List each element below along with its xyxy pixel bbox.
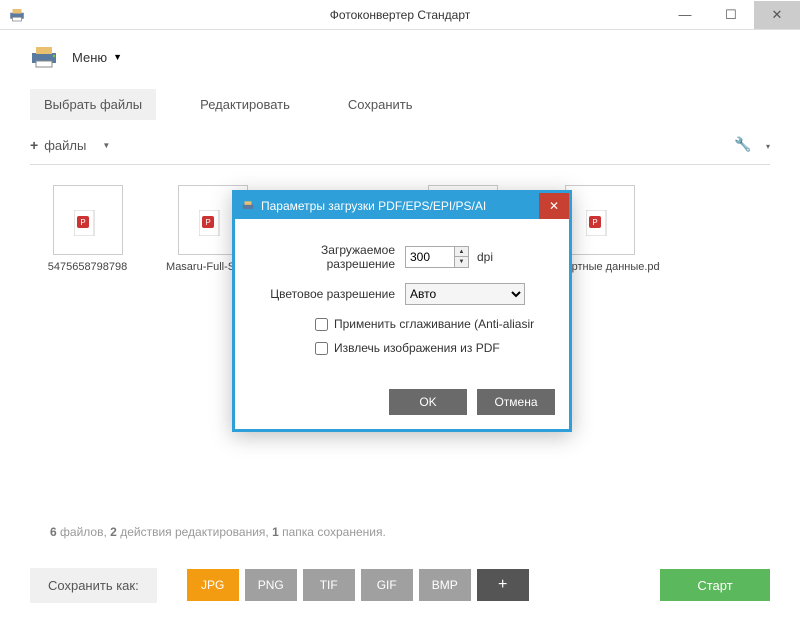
antialias-row: Применить сглаживание (Anti-aliasir (315, 317, 549, 331)
add-files-label: файлы (44, 138, 86, 153)
app-logo-icon (30, 45, 62, 69)
resolution-label: Загружаемое разрешение (255, 243, 405, 271)
color-label: Цветовое разрешение (255, 287, 405, 301)
window-title: Фотоконвертер Стандарт (330, 8, 471, 22)
resolution-row: Загружаемое разрешение ▲▼ dpi (255, 243, 549, 271)
pdf-icon: P (74, 210, 98, 236)
spinner-down-icon[interactable]: ▼ (455, 257, 468, 267)
antialias-checkbox[interactable] (315, 318, 328, 331)
format-tif[interactable]: TIF (303, 569, 355, 601)
save-as-label: Сохранить как: (30, 568, 157, 603)
svg-text:P: P (205, 218, 210, 227)
caret-down-icon: ▼ (102, 141, 110, 150)
tab-select-files[interactable]: Выбрать файлы (30, 89, 156, 120)
ok-button[interactable]: OK (389, 389, 467, 415)
tab-save[interactable]: Сохранить (334, 89, 427, 120)
close-button[interactable]: ✕ (754, 1, 800, 29)
app-icon (8, 6, 26, 24)
format-bmp[interactable]: BMP (419, 569, 471, 601)
file-thumbnail: P (53, 185, 123, 255)
dialog-footer: OK Отмена (235, 379, 569, 429)
resolution-input[interactable] (405, 246, 455, 268)
wrench-icon: 🔧 (734, 136, 751, 152)
cancel-button[interactable]: Отмена (477, 389, 555, 415)
format-add-button[interactable]: + (477, 569, 529, 601)
resolution-spinner[interactable]: ▲▼ (455, 246, 469, 268)
extract-label: Извлечь изображения из PDF (334, 341, 500, 355)
file-item[interactable]: P 5475658798798 (40, 185, 135, 273)
dialog-body: Загружаемое разрешение ▲▼ dpi Цветовое р… (235, 219, 569, 379)
bottom-bar: Сохранить как: JPG PNG TIF GIF BMP + Ста… (0, 563, 800, 607)
svg-text:P: P (80, 218, 85, 227)
resolution-unit: dpi (477, 250, 493, 264)
tabs: Выбрать файлы Редактировать Сохранить (30, 89, 770, 120)
add-files-button[interactable]: + файлы ▼ (30, 137, 110, 153)
color-row: Цветовое разрешение Авто (255, 283, 549, 305)
format-gif[interactable]: GIF (361, 569, 413, 601)
dialog-title: Параметры загрузки PDF/EPS/EPI/PS/AI (261, 199, 486, 213)
caret-down-icon: ▾ (766, 142, 770, 151)
menu-caret-icon: ▼ (113, 52, 122, 62)
format-png[interactable]: PNG (245, 569, 297, 601)
file-thumbnail: P (565, 185, 635, 255)
menu-row: Меню ▼ (30, 45, 770, 69)
file-name: 5475658798798 (40, 261, 135, 273)
window-titlebar: Фотоконвертер Стандарт — ☐ ✕ (0, 0, 800, 30)
spinner-up-icon[interactable]: ▲ (455, 247, 468, 257)
color-select[interactable]: Авто (405, 283, 525, 305)
pdf-icon: P (586, 210, 610, 236)
dialog-icon (241, 199, 255, 213)
pdf-icon: P (199, 210, 223, 236)
extract-row: Извлечь изображения из PDF (315, 341, 549, 355)
tab-edit[interactable]: Редактировать (186, 89, 304, 120)
maximize-button[interactable]: ☐ (708, 1, 754, 29)
extract-checkbox[interactable] (315, 342, 328, 355)
status-text: 6 файлов, 2 действия редактирования, 1 п… (50, 525, 386, 539)
dialog-titlebar: Параметры загрузки PDF/EPS/EPI/PS/AI ✕ (235, 193, 569, 219)
format-jpg[interactable]: JPG (187, 569, 239, 601)
window-controls: — ☐ ✕ (662, 1, 800, 29)
plus-icon: + (30, 137, 38, 153)
settings-button[interactable]: 🔧 ▾ (734, 136, 770, 154)
dialog-close-button[interactable]: ✕ (539, 193, 569, 219)
minimize-button[interactable]: — (662, 1, 708, 29)
start-button[interactable]: Старт (660, 569, 770, 601)
menu-button[interactable]: Меню (72, 50, 107, 65)
antialias-label: Применить сглаживание (Anti-aliasir (334, 317, 534, 331)
svg-text:P: P (592, 218, 597, 227)
pdf-params-dialog: Параметры загрузки PDF/EPS/EPI/PS/AI ✕ З… (232, 190, 572, 432)
toolbar: + файлы ▼ 🔧 ▾ (30, 132, 770, 165)
